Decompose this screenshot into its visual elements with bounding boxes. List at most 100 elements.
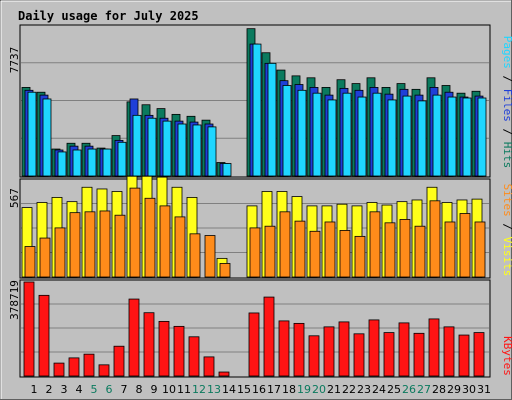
x-tick-day-13: 13	[207, 383, 221, 396]
visits-sites-bar-sites-day-1	[24, 246, 36, 278]
panel-hits-legend: Pages / Files / Hits	[501, 36, 512, 169]
x-tick-day-1: 1	[31, 383, 38, 396]
kbytes-bar-kbytes-day-2	[38, 294, 50, 377]
visits-sites-bar-sites-day-19	[294, 220, 306, 278]
legend-pages: Pages	[501, 36, 512, 69]
kbytes-bar-kbytes-day-24	[368, 319, 380, 377]
visits-sites-bar-sites-day-24	[369, 211, 381, 278]
kbytes-bar-kbytes-day-11	[173, 325, 185, 377]
kbytes-bar-kbytes-day-14	[218, 371, 230, 377]
hits-files-pages-bar-pages-day-6	[102, 148, 112, 177]
hits-files-pages-bar-pages-day-27	[417, 100, 427, 177]
kbytes-bar-kbytes-day-18	[278, 320, 290, 377]
visits-sites-bar-sites-day-5	[84, 211, 96, 278]
kbytes-bar-kbytes-day-5	[83, 353, 95, 377]
visits-sites-bar-sites-day-4	[69, 212, 81, 278]
hits-files-pages-bar-pages-day-26	[402, 95, 412, 177]
visits-sites-bar-sites-day-17	[264, 225, 276, 278]
hits-files-pages-bar-pages-day-20	[312, 92, 322, 177]
hits-files-pages-bar-pages-day-3	[57, 151, 67, 177]
visits-sites-bar-sites-day-20	[309, 230, 321, 278]
legend-sites: Sites	[501, 184, 512, 217]
kbytes-bar-kbytes-day-31	[473, 332, 485, 377]
visits-sites-bar-sites-day-21	[324, 221, 336, 278]
hits-files-pages-bar-pages-day-12	[192, 124, 202, 177]
hits-files-pages-bar-pages-day-5	[87, 148, 97, 177]
kbytes-bar-kbytes-day-10	[158, 320, 170, 377]
x-tick-day-29: 29	[447, 383, 461, 396]
hits-files-pages-bar-pages-day-16	[252, 43, 262, 177]
visits-sites-bar-sites-day-25	[384, 222, 396, 278]
x-tick-day-16: 16	[252, 383, 266, 396]
panel-kbytes-max-label: 378719	[8, 280, 21, 320]
hits-files-pages-bar-pages-day-14	[222, 163, 232, 177]
chart-title: Daily usage for July 2025	[18, 9, 199, 23]
visits-sites-bar-sites-day-14	[219, 263, 231, 278]
kbytes-bar-kbytes-day-13	[203, 356, 215, 377]
x-tick-day-10: 10	[162, 383, 176, 396]
panel-hits-files-pages: 7737 Pages / Files / Hits	[8, 24, 512, 178]
hits-files-pages-bar-pages-day-23	[357, 96, 367, 177]
x-tick-day-26: 26	[402, 383, 416, 396]
kbytes-bar-kbytes-day-8	[128, 298, 140, 377]
kbytes-bar-kbytes-day-28	[428, 318, 440, 377]
x-tick-day-2: 2	[46, 383, 53, 396]
visits-sites-bar-sites-day-13	[204, 235, 216, 278]
kbytes-bar-kbytes-day-26	[398, 322, 410, 377]
visits-sites-bar-sites-day-2	[39, 237, 51, 278]
x-tick-day-17: 17	[267, 383, 281, 396]
visits-sites-bar-sites-day-26	[399, 219, 411, 278]
x-tick-day-18: 18	[282, 383, 296, 396]
hits-files-pages-bar-pages-day-11	[177, 123, 187, 177]
x-tick-day-15: 15	[237, 383, 251, 396]
hits-files-pages-bar-pages-day-30	[462, 97, 472, 177]
hits-files-pages-bar-pages-day-28	[432, 94, 442, 177]
x-tick-day-22: 22	[342, 383, 356, 396]
x-tick-day-6: 6	[106, 383, 113, 396]
legend-visits: Visits	[501, 237, 512, 277]
visits-sites-bar-sites-day-10	[159, 205, 171, 278]
kbytes-bar-kbytes-day-19	[293, 322, 305, 377]
kbytes-bar-kbytes-day-6	[98, 364, 110, 377]
x-tick-day-3: 3	[61, 383, 68, 396]
hits-files-pages-bar-pages-day-19	[297, 89, 307, 177]
kbytes-bar-kbytes-day-29	[443, 326, 455, 377]
x-tick-day-12: 12	[192, 383, 206, 396]
visits-sites-bar-sites-day-7	[114, 214, 126, 278]
kbytes-bar-kbytes-day-17	[263, 296, 275, 377]
hits-files-pages-bar-pages-day-17	[267, 62, 277, 177]
kbytes-bar-kbytes-day-4	[68, 357, 80, 377]
hits-files-pages-bar-pages-day-7	[117, 141, 127, 177]
x-tick-day-8: 8	[136, 383, 143, 396]
kbytes-bar-kbytes-day-27	[413, 332, 425, 377]
kbytes-bar-kbytes-day-9	[143, 312, 155, 377]
visits-sites-bar-sites-day-3	[54, 227, 66, 278]
x-tick-day-11: 11	[177, 383, 191, 396]
hits-files-pages-bar-pages-day-22	[342, 92, 352, 177]
panel-kbytes-legend: KBytes	[501, 336, 512, 376]
hits-files-pages-bar-pages-day-1	[27, 91, 37, 177]
x-tick-day-7: 7	[121, 383, 128, 396]
legend-separator: /	[501, 217, 512, 237]
legend-separator: /	[501, 122, 512, 142]
legend-separator: /	[501, 69, 512, 89]
kbytes-bar-kbytes-day-16	[248, 312, 260, 377]
kbytes-bar-kbytes-day-22	[338, 321, 350, 377]
visits-sites-bar-sites-day-6	[99, 210, 111, 278]
x-tick-day-28: 28	[432, 383, 446, 396]
legend-hits: Hits	[501, 142, 512, 169]
x-tick-day-9: 9	[151, 383, 158, 396]
x-tick-day-31: 31	[477, 383, 491, 396]
hits-files-pages-bar-pages-day-29	[447, 96, 457, 177]
visits-sites-bar-sites-day-29	[444, 221, 456, 278]
hits-files-pages-bar-pages-day-18	[282, 85, 292, 177]
visits-sites-bar-sites-day-30	[459, 213, 471, 278]
kbytes-bar-kbytes-day-20	[308, 335, 320, 377]
kbytes-bar-kbytes-day-12	[188, 336, 200, 377]
visits-sites-bar-sites-day-31	[474, 221, 486, 278]
x-tick-day-19: 19	[297, 383, 311, 396]
visits-sites-bar-sites-day-18	[279, 211, 291, 278]
x-axis-day-labels: 1 2 3 4 5 6 7 8 9 10 11 12 13 14 15 16 17 18 19 20 21 22 23 24 2…	[31, 383, 492, 396]
visits-sites-bar-sites-day-11	[174, 216, 186, 278]
